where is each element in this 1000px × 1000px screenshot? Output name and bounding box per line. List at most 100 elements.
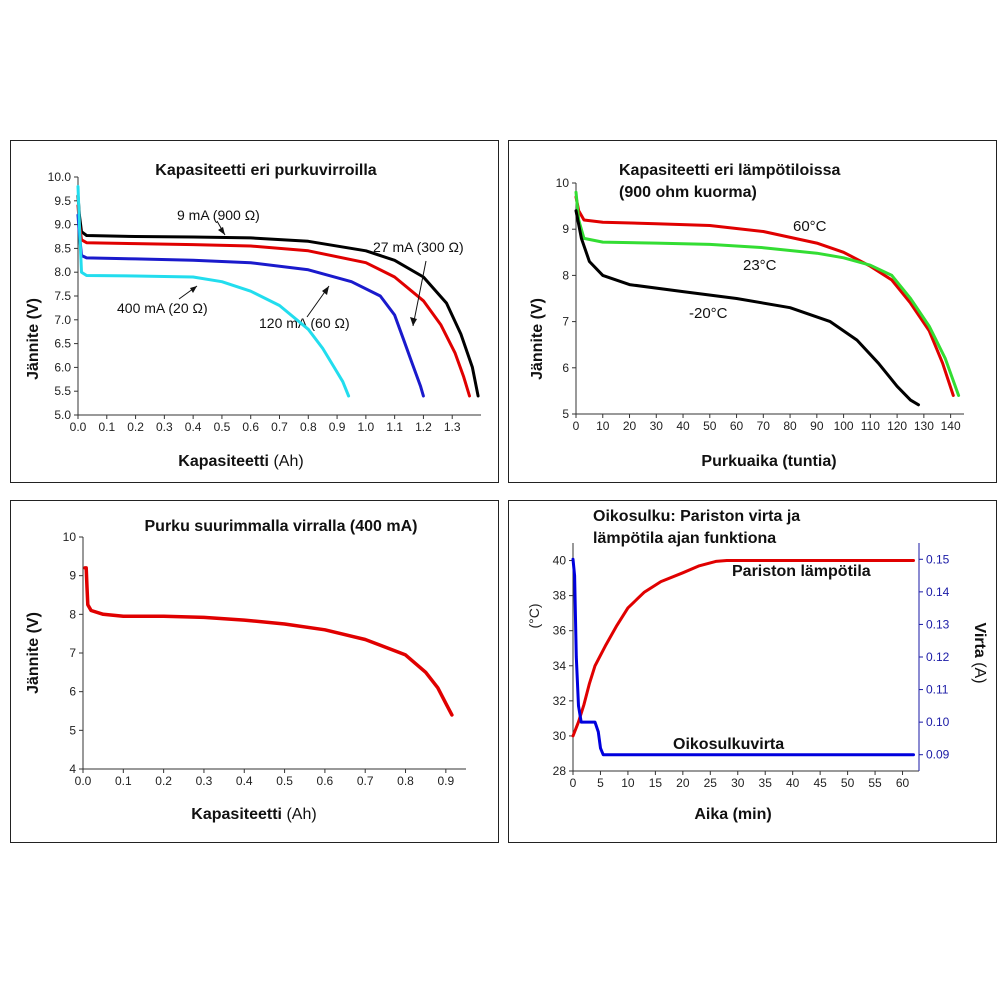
y-tick-label: 8.5 <box>54 241 71 255</box>
y-right-tick-label: 0.09 <box>926 748 950 762</box>
y-tick-label: 38 <box>553 589 567 603</box>
y-tick-label: 34 <box>553 659 567 673</box>
y-axis-label: Jännite (V) <box>529 298 546 380</box>
x-tick-label: 140 <box>941 419 961 433</box>
x-tick-label: 0.6 <box>242 420 259 434</box>
x-tick-label: 0.3 <box>156 420 173 434</box>
x-axis-label-unit: (Ah) <box>273 453 303 470</box>
x-tick-label: 10 <box>621 776 635 790</box>
y-tick-label: 5 <box>562 407 569 421</box>
x-tick-label: 35 <box>759 776 773 790</box>
x-tick-label: 0.5 <box>214 420 231 434</box>
y-tick-label: 9.5 <box>54 194 71 208</box>
chart-discharge-currents: Kapasiteetti eri purkuvirroilla Kapasite… <box>25 162 481 470</box>
series-line-60c <box>574 195 955 397</box>
annotation-arrowhead-120ma <box>322 286 329 295</box>
chart-title: Purku suurimmalla virralla (400 mA) <box>145 518 418 535</box>
x-tick-label: 130 <box>914 419 934 433</box>
y-right-tick-label: 0.14 <box>926 585 950 599</box>
series-line-minus20c <box>574 209 920 407</box>
chart-panel-max-current: Purku suurimmalla virralla (400 mA) Kapa… <box>10 500 499 843</box>
series-label-60c: 60°C <box>793 218 827 235</box>
series-label-23c: 23°C <box>743 257 777 274</box>
y-tick-label: 40 <box>553 554 567 568</box>
x-axis-label: Kapasiteetti (Ah) <box>191 806 316 823</box>
x-tick-label: 10 <box>596 419 610 433</box>
chart-title-line2: (900 ohm kuorma) <box>619 184 757 201</box>
series-line-23c <box>574 190 961 397</box>
y-tick-label: 10 <box>63 530 77 544</box>
x-tick-label: 5 <box>597 776 604 790</box>
x-tick-label: 0.5 <box>276 774 293 788</box>
y-right-tick-label: 0.12 <box>926 650 950 664</box>
series-label-minus20c: -20°C <box>689 305 728 322</box>
x-tick-label: 0.7 <box>271 420 288 434</box>
x-axis-label-main: Kapasiteetti <box>178 453 269 470</box>
series-label-120ma: 120 mA (60 Ω) <box>259 315 350 331</box>
y-tick-label: 10.0 <box>48 170 72 184</box>
y-right-tick-label: 0.10 <box>926 715 950 729</box>
x-axis-label-main: Kapasiteetti <box>191 806 282 823</box>
x-tick-label: 0.3 <box>196 774 213 788</box>
y-tick-label: 28 <box>553 764 567 778</box>
y-axis-label-right: Virta (A) <box>971 622 988 683</box>
series-line-400ma <box>83 566 454 717</box>
chart-panel-short-circuit: Oikosulku: Pariston virta ja lämpötila a… <box>508 500 997 843</box>
x-tick-label: 40 <box>676 419 690 433</box>
x-axis-label-unit: (Ah) <box>286 806 316 823</box>
y-tick-label: 7 <box>69 646 76 660</box>
x-tick-label: 0.9 <box>437 774 454 788</box>
y-axis-label: Jännite (V) <box>25 612 42 694</box>
series-line-current <box>571 557 915 757</box>
x-tick-label: 0.1 <box>98 420 115 434</box>
y-tick-label: 6.5 <box>54 337 71 351</box>
y-tick-label: 7 <box>562 315 569 329</box>
x-tick-label: 0 <box>573 419 580 433</box>
y-tick-label: 8.0 <box>54 265 71 279</box>
x-tick-label: 20 <box>676 776 690 790</box>
series-line-temperature <box>571 559 915 738</box>
x-tick-label: 120 <box>887 419 907 433</box>
series-label-current: Oikosulkuvirta <box>673 736 784 753</box>
y-tick-label: 4 <box>69 762 76 776</box>
y-tick-label: 6 <box>69 685 76 699</box>
x-tick-label: 50 <box>841 776 855 790</box>
chart-temperatures: Kapasiteetti eri lämpötiloissa (900 ohm … <box>529 162 964 470</box>
x-axis-label: Purkuaika (tuntia) <box>701 453 836 470</box>
x-tick-label: 0.4 <box>236 774 253 788</box>
y-tick-label: 7.0 <box>54 313 71 327</box>
x-tick-label: 0.1 <box>115 774 132 788</box>
y-tick-label: 5.5 <box>54 384 71 398</box>
x-tick-label: 80 <box>783 419 797 433</box>
y-tick-label: 32 <box>553 694 567 708</box>
x-tick-label: 40 <box>786 776 800 790</box>
x-tick-label: 1.2 <box>415 420 432 434</box>
x-tick-label: 45 <box>813 776 827 790</box>
series-label-400ma: 400 mA (20 Ω) <box>117 300 208 316</box>
x-axis-label: Aika (min) <box>694 806 771 823</box>
x-tick-label: 1.3 <box>444 420 461 434</box>
x-tick-label: 0.0 <box>75 774 92 788</box>
annotation-arrowhead-9ma <box>218 227 225 235</box>
chart-title: Kapasiteetti eri lämpötiloissa <box>619 162 841 179</box>
y-tick-label: 5 <box>69 723 76 737</box>
x-tick-label: 0.7 <box>357 774 374 788</box>
chart-short-circuit: Oikosulku: Pariston virta ja lämpötila a… <box>526 508 988 823</box>
series-label-temperature: Pariston lämpötila <box>732 563 871 580</box>
x-tick-label: 60 <box>730 419 744 433</box>
y-axis-label-left: (°C) <box>526 603 542 628</box>
x-tick-label: 0.9 <box>329 420 346 434</box>
x-tick-label: 0.8 <box>300 420 317 434</box>
series-line-400ma <box>76 185 351 398</box>
x-tick-label: 110 <box>861 419 880 433</box>
annotation-arrow-27ma <box>412 260 427 327</box>
chart-panel-discharge-currents: Kapasiteetti eri purkuvirroilla Kapasite… <box>10 140 499 483</box>
series-line-27ma <box>76 204 471 398</box>
y-tick-label: 7.5 <box>54 289 71 303</box>
x-tick-label: 1.0 <box>358 420 375 434</box>
annotation-arrowhead-27ma <box>410 317 417 326</box>
x-tick-label: 0.0 <box>70 420 87 434</box>
x-tick-label: 55 <box>868 776 882 790</box>
y-right-tick-label: 0.15 <box>926 552 950 566</box>
chart-title: Oikosulku: Pariston virta ja <box>593 508 800 525</box>
